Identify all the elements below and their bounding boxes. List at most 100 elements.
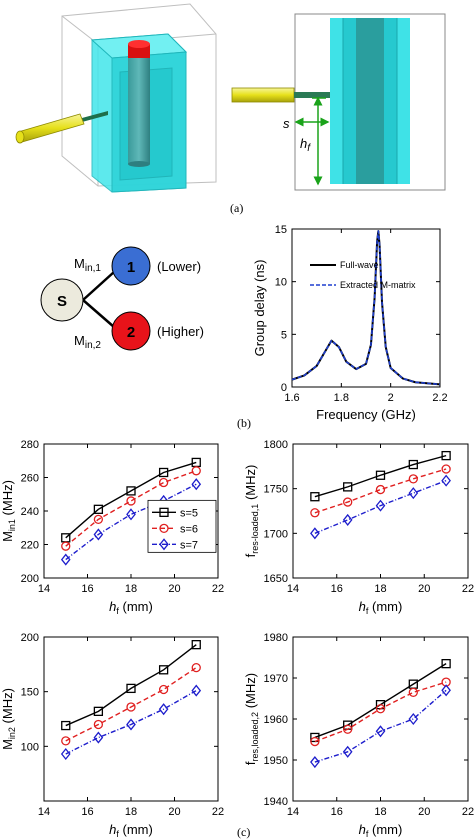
marker-square — [159, 507, 169, 517]
marker-circle — [375, 704, 386, 714]
marker-circle — [343, 724, 353, 734]
x-tick-label: 16 — [81, 806, 93, 818]
min2-chart: 14 16 18 20 22 100 150 200 hf (mm) Min2 (MHz) — [0, 632, 224, 839]
y-tick-label: 1750 — [264, 484, 288, 496]
marker-diamond — [342, 745, 353, 758]
marker-circle — [408, 474, 418, 484]
series-line-2 — [291, 230, 441, 386]
series-line-2 — [314, 681, 447, 743]
fres-loaded-2-chart: 14 16 18 20 22 1940 1950 1960 1970 1980 hf (mm) fre… — [243, 632, 474, 839]
marker-diamond — [310, 756, 320, 769]
legend-entry: s=7 — [180, 539, 198, 551]
resonator-node-2-label: 2 — [127, 324, 135, 341]
y-tick-label: 260 — [21, 473, 39, 485]
y-axis-title: fres,loaded,2 (MHz) — [243, 673, 260, 765]
y-axis-title: Min2 (MHz) — [0, 688, 17, 750]
x-tick-label: 22 — [212, 806, 224, 818]
lower-label: (Lower) — [157, 259, 201, 274]
marker-circle — [159, 523, 169, 533]
marker-diamond — [126, 508, 136, 521]
marker-square — [408, 459, 418, 470]
marker-square — [310, 492, 320, 502]
marker-circle — [126, 496, 136, 506]
marker-square — [61, 720, 71, 731]
marker-circle — [191, 466, 201, 476]
series-line-2 — [65, 667, 197, 742]
x-tick-label: 20 — [168, 806, 180, 818]
panel-a: s hf (a) — [15, 3, 446, 215]
marker-square — [126, 486, 136, 496]
marker-square — [343, 482, 353, 492]
marker-circle — [93, 719, 104, 730]
dimension-hf-label: hf — [300, 136, 311, 154]
x-tick-label: 18 — [374, 806, 386, 818]
x-tick-label: 14 — [38, 583, 50, 595]
y-tick-label: 1800 — [264, 439, 288, 451]
series-line-2 — [314, 468, 447, 514]
series-line-3 — [65, 483, 197, 561]
min1-chart: 14 16 18 20 22 200 220 240 260 280 hf (mm) Min1 (MH… — [0, 439, 224, 616]
y-axis-title: Group delay (ns) — [252, 260, 267, 357]
caption-a: (a) — [230, 201, 243, 215]
marker-diamond — [191, 684, 202, 697]
x-tick-label: 1.6 — [284, 392, 299, 404]
marker-diamond — [60, 747, 71, 761]
marker-diamond — [93, 528, 104, 541]
marker-diamond — [158, 703, 169, 716]
marker-circle — [61, 736, 71, 746]
y-axis-title: fres-loaded,1 (MHz) — [243, 465, 260, 558]
x-axis-title: Frequency (GHz) — [316, 407, 416, 422]
y-axis-title: Min1 (MHz) — [0, 480, 17, 542]
y-tick-label: 240 — [21, 506, 39, 518]
marker-square — [191, 640, 201, 650]
coupling-diagram: S 1 2 Min,1 Min,2 (Lower) (Higher) — [40, 246, 204, 351]
y-tick-label: 200 — [21, 573, 39, 585]
marker-circle — [375, 484, 386, 495]
marker-diamond — [441, 474, 451, 487]
resonator-3d-view — [15, 3, 217, 193]
x-axis-title: hf (mm) — [359, 599, 403, 616]
source-node-label: S — [57, 293, 67, 310]
marker-circle — [191, 662, 201, 673]
marker-diamond — [408, 712, 419, 726]
marker-diamond — [342, 513, 353, 526]
marker-square — [93, 706, 104, 716]
y-tick-label: 280 — [21, 439, 39, 451]
x-tick-label: 1.8 — [334, 392, 349, 404]
marker-square — [441, 659, 451, 669]
x-tick-label: 14 — [38, 806, 50, 818]
marker-circle — [158, 684, 169, 695]
y-tick-label: 1940 — [264, 796, 288, 808]
x-tick-label: 16 — [81, 583, 93, 595]
series-line-3 — [65, 689, 197, 755]
x-tick-label: 22 — [462, 806, 474, 818]
marker-diamond — [375, 725, 386, 738]
series-line-3 — [314, 479, 447, 534]
y-tick-label: 150 — [21, 687, 39, 699]
legend-entry: Full-wave — [340, 260, 379, 270]
legend-entry: s=5 — [180, 507, 198, 519]
group-delay-chart: 1.6 1.8 2 2.2 0 5 10 15 Frequency (GHz) Group del… — [252, 224, 448, 422]
legend-entry: s=6 — [180, 523, 198, 535]
marker-circle — [441, 464, 451, 474]
legend-entry: Extracted M-matrix — [340, 280, 416, 290]
y-tick-label: 1970 — [264, 673, 288, 685]
y-tick-label: 15 — [275, 224, 287, 236]
marker-circle — [61, 541, 71, 551]
x-tick-label: 2.2 — [432, 392, 447, 404]
coupling-m2-label: Min,2 — [74, 333, 101, 351]
marker-diamond — [441, 684, 451, 697]
panel-c: 14 16 18 20 22 200 220 240 260 280 hf (mm) Min1 (MH… — [0, 439, 474, 839]
x-tick-label: 22 — [212, 583, 224, 595]
y-tick-label: 200 — [21, 632, 39, 644]
marker-diamond — [60, 553, 71, 566]
marker-circle — [310, 736, 320, 747]
marker-diamond — [93, 731, 104, 744]
marker-circle — [158, 477, 169, 488]
x-tick-label: 14 — [287, 806, 299, 818]
marker-square — [441, 450, 451, 461]
series-line-1 — [65, 644, 197, 727]
caption-c: (c) — [237, 825, 250, 839]
marker-diamond — [310, 527, 320, 540]
